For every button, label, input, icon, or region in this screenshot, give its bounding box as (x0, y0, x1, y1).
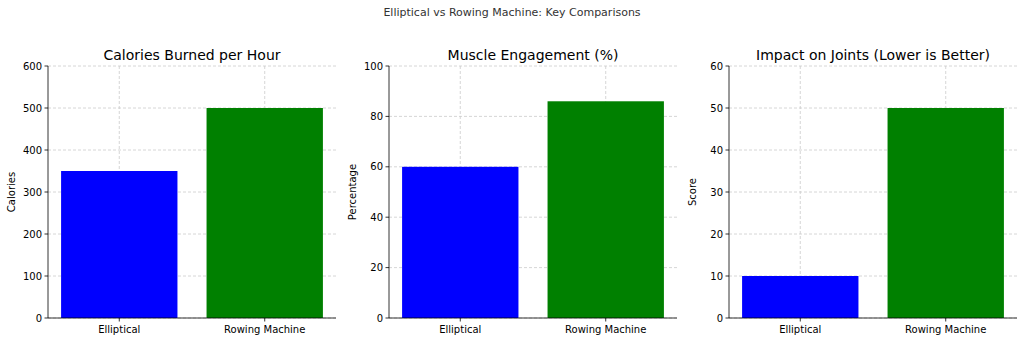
y-tick-label: 200 (23, 229, 42, 240)
y-tick-label: 30 (710, 187, 723, 198)
grid-line (48, 318, 336, 319)
y-tick-label: 100 (23, 271, 42, 282)
y-tick-label: 100 (364, 61, 383, 72)
y-tick (45, 276, 49, 277)
y-tick (726, 66, 730, 67)
y-tick-label: 0 (717, 313, 723, 324)
y-tick (386, 116, 390, 117)
y-tick-label: 40 (710, 145, 723, 156)
bar (402, 167, 518, 318)
y-tick (386, 318, 390, 319)
figure-title: Elliptical vs Rowing Machine: Key Compar… (383, 6, 640, 19)
y-tick-label: 20 (710, 229, 723, 240)
x-tick (119, 318, 120, 322)
y-tick (45, 318, 49, 319)
y-axis-label: Calories (6, 172, 17, 212)
y-tick (386, 267, 390, 268)
y-tick-label: 300 (23, 187, 42, 198)
y-tick-label: 40 (370, 212, 383, 223)
subplot: 0 20 40 60 80 100 Elliptical Rowing Machine Musc… (347, 47, 677, 335)
x-axis-line (729, 318, 1017, 319)
y-tick (386, 217, 390, 218)
y-axis-line (389, 66, 390, 318)
figure: Elliptical vs Rowing Machine: Key Compar… (0, 0, 1024, 340)
y-tick-label: 500 (23, 103, 42, 114)
x-tick (945, 318, 946, 322)
y-tick (726, 276, 730, 277)
x-tick (264, 318, 265, 322)
y-tick (726, 192, 730, 193)
bar (61, 171, 177, 318)
x-tick-label: Rowing Machine (905, 324, 986, 335)
y-axis-label: Score (687, 178, 698, 206)
x-tick-label: Elliptical (779, 324, 821, 335)
y-tick-label: 20 (370, 262, 383, 273)
y-tick-label: 10 (710, 271, 723, 282)
y-tick (726, 108, 730, 109)
y-tick (386, 166, 390, 167)
grid-line (729, 318, 1017, 319)
subplot-title: Muscle Engagement (%) (448, 47, 619, 63)
x-axis-line (48, 318, 336, 319)
x-tick-label: Rowing Machine (565, 324, 646, 335)
y-tick-label: 0 (36, 313, 42, 324)
y-axis-label: Percentage (347, 164, 358, 220)
y-tick-label: 80 (370, 111, 383, 122)
subplot-title: Impact on Joints (Lower is Better) (756, 47, 990, 63)
y-tick-label: 60 (710, 61, 723, 72)
bars (61, 108, 323, 318)
grid-line (48, 66, 336, 67)
bar (888, 108, 1004, 318)
y-tick (45, 108, 49, 109)
y-tick-label: 60 (370, 161, 383, 172)
x-axis-line (389, 318, 677, 319)
grid-line (729, 66, 1017, 67)
x-tick (800, 318, 801, 322)
chart-root: Elliptical vs Rowing Machine: Key Compar… (0, 0, 1024, 340)
subplot: 0 10 20 30 40 50 60 Elliptical Rowing Machine Imp… (687, 47, 1017, 335)
y-tick (726, 234, 730, 235)
bar (742, 276, 858, 318)
bars (402, 101, 664, 318)
x-tick-label: Elliptical (439, 324, 481, 335)
background (0, 0, 1024, 340)
y-tick (45, 192, 49, 193)
y-tick (45, 150, 49, 151)
y-tick (726, 318, 730, 319)
x-tick (605, 318, 606, 322)
y-tick (45, 234, 49, 235)
bar (207, 108, 323, 318)
grid-line (389, 66, 677, 67)
y-tick-label: 600 (23, 61, 42, 72)
y-tick (726, 150, 730, 151)
x-tick-label: Rowing Machine (224, 324, 305, 335)
grid-line (389, 318, 677, 319)
bar (548, 101, 664, 318)
y-tick (45, 66, 49, 67)
y-tick (386, 66, 390, 67)
subplot-title: Calories Burned per Hour (103, 47, 280, 63)
subplot: 0 100 200 300 400 500 600 Elliptical Rowing Mach… (6, 47, 336, 335)
x-tick-label: Elliptical (98, 324, 140, 335)
y-tick-label: 50 (710, 103, 723, 114)
bars (742, 108, 1004, 318)
y-tick-label: 400 (23, 145, 42, 156)
y-tick-label: 0 (377, 313, 383, 324)
x-tick (460, 318, 461, 322)
